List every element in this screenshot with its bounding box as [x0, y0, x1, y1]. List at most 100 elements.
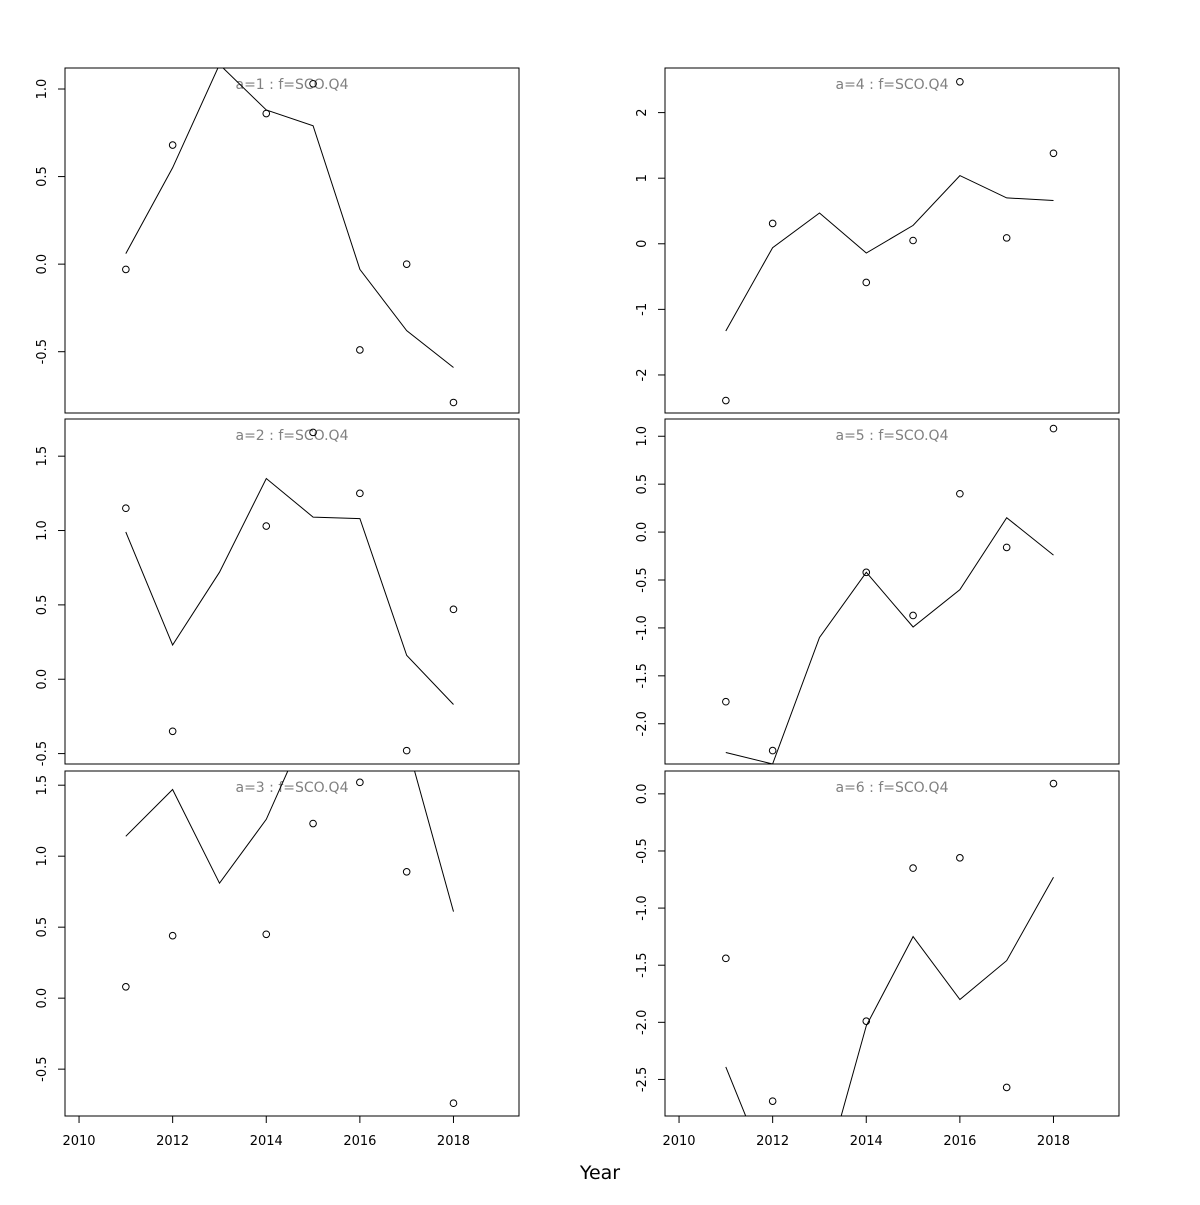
x-tick-label: 2018 — [437, 1134, 470, 1149]
panel-frame — [664, 418, 1120, 765]
panel-title: a=1 : f=SCO.Q4 — [236, 77, 349, 93]
panel-6: a=6 : f=SCO.Q4 -2.5 -2.0 -1.5 -1.0 -0.5 0.0 201… — [635, 770, 1120, 1149]
observed-point — [722, 954, 730, 963]
y-tick-label: -2 — [635, 368, 650, 381]
panel-plot-area — [122, 428, 458, 755]
panel-plot-area — [722, 77, 1058, 405]
observed-point — [309, 79, 317, 88]
panel-frame — [64, 770, 520, 1117]
panel-title: a=5 : f=SCO.Q4 — [836, 428, 949, 444]
observed-point — [956, 77, 964, 86]
x-axis-label: Year — [579, 1162, 620, 1184]
y-tick-label: 2 — [635, 108, 650, 116]
y-tick-label: -2.0 — [635, 1010, 650, 1035]
y-tick-label: -1.5 — [635, 953, 650, 978]
panel-frame — [64, 67, 520, 414]
observed-point — [309, 428, 317, 437]
y-tick-label: 0.5 — [35, 917, 50, 938]
panel-plot-area — [122, 68, 458, 407]
y-tick-label: -1.0 — [635, 615, 650, 640]
x-tick-label: 2014 — [850, 1134, 883, 1149]
panel-frame — [664, 67, 1120, 414]
y-tick-label: -2.0 — [635, 711, 650, 736]
y-tick-label: -0.5 — [35, 339, 50, 364]
y-tick-label: 1.0 — [635, 426, 650, 447]
observed-point — [862, 278, 871, 287]
y-tick-label: -0.5 — [635, 567, 650, 592]
panel-title: a=6 : f=SCO.Q4 — [836, 780, 949, 796]
x-tick-label: 2014 — [250, 1134, 283, 1149]
panel-2: a=2 : f=SCO.Q4 -0.5 0.0 0.5 1.0 1.5 — [35, 418, 520, 766]
observed-point — [722, 396, 730, 405]
y-tick-label: 1.5 — [35, 775, 50, 796]
observed-point — [1049, 424, 1058, 433]
x-tick-label: 2018 — [1037, 1134, 1070, 1149]
y-tick-label: 1.0 — [35, 520, 50, 541]
observed-point — [956, 854, 964, 862]
x-tick-label: 2012 — [156, 1134, 189, 1149]
fitted-line — [725, 174, 1054, 332]
observed-point — [449, 1099, 458, 1108]
x-tick-label: 2010 — [62, 1134, 95, 1149]
observed-point — [909, 236, 917, 245]
y-tick-label: 0.5 — [35, 166, 50, 187]
y-tick-label: -0.5 — [35, 1056, 50, 1081]
panel-title: a=2 : f=SCO.Q4 — [236, 428, 349, 444]
observed-point — [122, 504, 130, 513]
observed-point — [122, 983, 130, 991]
observed-point — [168, 727, 177, 736]
y-tick-label: 0.5 — [635, 474, 650, 495]
panel-title: a=3 : f=SCO.Q4 — [236, 780, 349, 796]
observed-point — [122, 265, 130, 274]
y-tick-label: -0.5 — [35, 741, 50, 766]
y-tick-label: 1.0 — [35, 846, 50, 867]
observed-point — [956, 489, 964, 498]
y-tick-label: -1.5 — [635, 663, 650, 688]
fitted-line — [125, 771, 454, 912]
panel-4: a=4 : f=SCO.Q4 -2 -1 0 1 2 — [635, 67, 1120, 414]
observed-point — [722, 697, 730, 706]
panel-frame — [64, 418, 520, 765]
panel-title: a=4 : f=SCO.Q4 — [836, 77, 949, 93]
observed-point — [1049, 149, 1058, 158]
observed-point — [168, 141, 177, 149]
observed-point — [262, 109, 271, 118]
y-tick-label: 1.5 — [35, 446, 50, 467]
fitted-line — [125, 68, 454, 368]
observed-point — [356, 346, 364, 354]
panel-plot-area — [122, 771, 458, 1108]
y-tick-label: 1 — [635, 174, 650, 182]
observed-point — [449, 605, 458, 614]
x-tick-label: 2016 — [343, 1134, 376, 1149]
observed-point — [1002, 1083, 1011, 1092]
panel-3: a=3 : f=SCO.Q4 -0.5 0.0 0.5 1.0 1.5 2010 2012 20… — [35, 770, 520, 1149]
observed-point — [356, 778, 364, 787]
fitted-line — [725, 516, 1054, 764]
y-tick-label: 0.0 — [35, 254, 50, 275]
y-tick-label: -0.5 — [635, 838, 650, 863]
observed-point — [309, 819, 317, 828]
y-tick-label: -2.5 — [635, 1067, 650, 1092]
y-tick-label: 0.5 — [35, 595, 50, 616]
observed-point — [356, 489, 364, 498]
y-tick-label: 0.0 — [35, 988, 50, 1009]
observed-point — [909, 611, 917, 620]
panel-plot-area — [722, 424, 1058, 764]
observed-point — [168, 931, 177, 940]
y-tick-label: 0.0 — [635, 784, 650, 805]
observed-point — [402, 746, 411, 755]
observed-point — [1002, 543, 1011, 552]
observed-point — [768, 219, 777, 228]
y-tick-label: 0.0 — [35, 669, 50, 690]
panel-frame — [664, 770, 1120, 1117]
y-tick-label: -1 — [635, 303, 650, 316]
observed-point — [768, 746, 777, 755]
x-tick-label: 2010 — [662, 1134, 695, 1149]
panel-plot-area — [722, 779, 1058, 1116]
observed-point — [862, 568, 871, 577]
observed-point — [1049, 779, 1058, 788]
y-tick-label: 0 — [635, 240, 650, 248]
observed-point — [262, 522, 271, 530]
